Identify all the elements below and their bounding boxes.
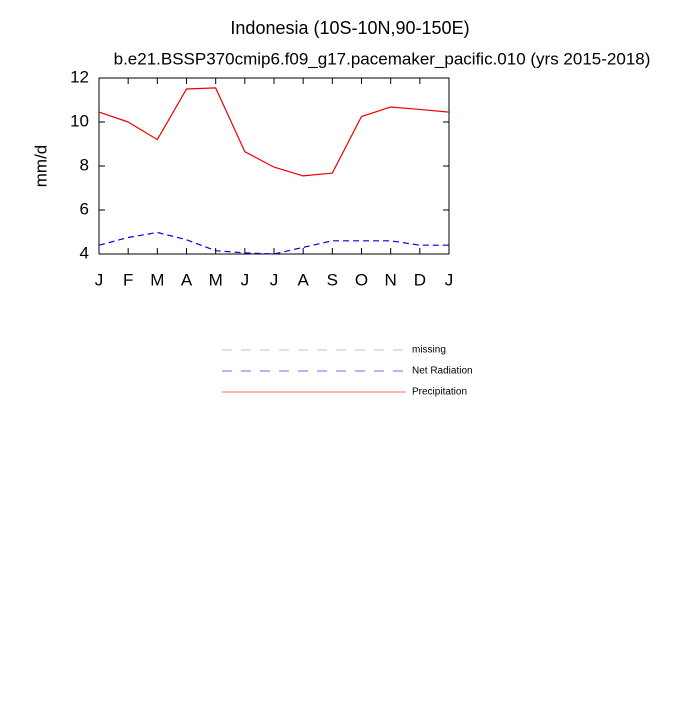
plot-frame [98, 77, 450, 255]
x-tick-label: F [123, 270, 133, 289]
x-tick-label: M [209, 270, 223, 289]
chart-subtitle: b.e21.BSSP370cmip6.f09_g17.pacemaker_pac… [114, 49, 651, 68]
x-tick-label: O [355, 270, 368, 289]
x-tick-label: S [327, 270, 338, 289]
y-tick-label: 10 [70, 111, 89, 130]
y-axis-label: mm/d [31, 145, 50, 188]
x-tick-label: N [385, 270, 397, 289]
x-tick-label: A [297, 270, 309, 289]
y-tick-label: 8 [80, 155, 89, 174]
x-tick-label: J [270, 270, 279, 289]
legend-label: Net Radiation [412, 366, 473, 377]
y-tick-label: 6 [80, 199, 89, 218]
x-tick-label: J [95, 270, 104, 289]
x-tick-label: M [150, 270, 164, 289]
data-line [98, 87, 450, 177]
legend-label: missing [412, 345, 446, 356]
legend-label: Precipitation [412, 387, 467, 398]
y-tick-label: 4 [80, 243, 89, 262]
x-tick-label: J [241, 270, 250, 289]
x-tick-label: A [181, 270, 193, 289]
y-tick-label: 12 [70, 67, 89, 86]
chart-title: Indonesia (10S-10N,90-150E) [230, 18, 469, 38]
x-tick-label: D [414, 270, 426, 289]
x-tick-label: J [445, 270, 454, 289]
